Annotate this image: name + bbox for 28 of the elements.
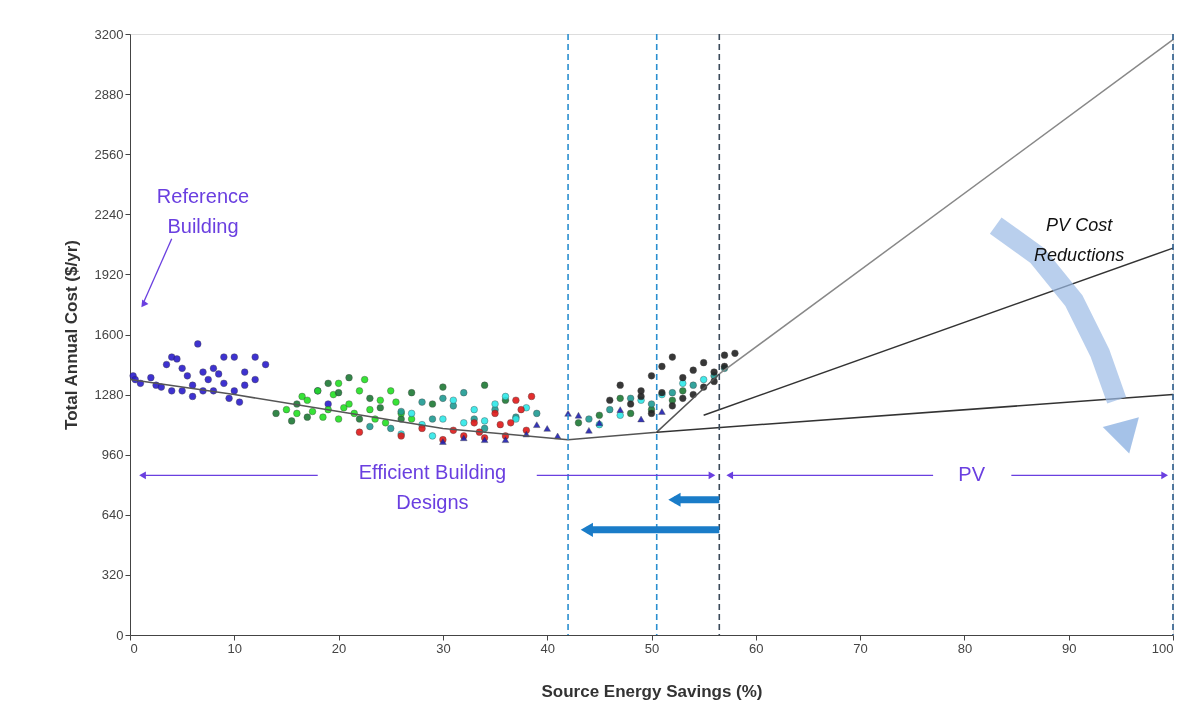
- x-tick-label: 30: [436, 640, 451, 656]
- x-tick-label: 0: [130, 640, 138, 656]
- x-axis-title: Source Energy Savings (%): [541, 681, 763, 701]
- annotation: Reference Building: [156, 185, 250, 238]
- y-tick-label: 1280: [94, 387, 124, 403]
- x-tick-label: 70: [853, 640, 868, 656]
- x-tick-label: 40: [540, 640, 555, 656]
- annotation: PV Cost Reductions: [1034, 214, 1125, 265]
- annotation: PV: [958, 463, 986, 486]
- x-tick-label: 60: [749, 640, 764, 656]
- annotation: Efficient Building Designs: [358, 461, 507, 514]
- y-tick-label: 960: [101, 447, 124, 463]
- y-axis-title: Total Annual Cost ($/yr): [61, 240, 81, 430]
- x-tick-label: 80: [957, 640, 973, 656]
- y-tick-label: 2560: [94, 146, 124, 162]
- y-tick-label: 3200: [94, 26, 124, 42]
- y-tick-label: 1600: [94, 327, 124, 342]
- x-tick-label: 50: [644, 640, 660, 656]
- x-tick-label: 100: [1151, 640, 1174, 656]
- y-tick-label: 1920: [94, 266, 124, 282]
- x-tick-label: 10: [227, 640, 243, 656]
- y-tick-label: 320: [101, 567, 124, 583]
- y-tick-label: 2240: [94, 206, 124, 222]
- x-tick-label: 90: [1061, 640, 1077, 656]
- y-tick-label: 2880: [94, 86, 124, 102]
- x-tick-label: 20: [331, 640, 347, 656]
- y-tick-label: 640: [101, 507, 124, 523]
- y-tick-label: 0: [116, 627, 124, 643]
